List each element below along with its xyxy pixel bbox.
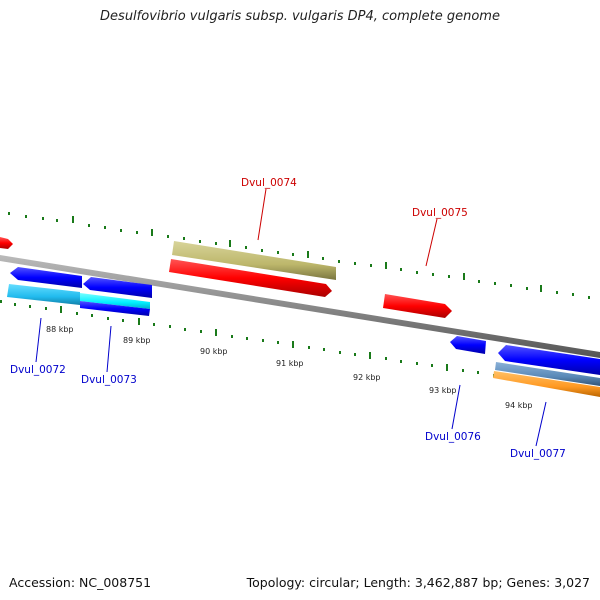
gene-dvul-0074-arrow[interactable] (169, 259, 332, 297)
gene-dvul-0077-arrow[interactable] (498, 345, 600, 375)
ruler-label-90: 90 kbp (200, 347, 228, 356)
gene-label-dvul-0077: Dvul_0077 (510, 448, 566, 460)
genome-backbone (0, 255, 600, 358)
ruler-label-89: 89 kbp (123, 336, 151, 345)
gene-label-dvul-0074: Dvul_0074 (241, 177, 297, 189)
ruler-label-88: 88 kbp (46, 325, 74, 334)
gene-dvul-0075-arrow[interactable] (383, 294, 452, 318)
outer-ruler (8, 212, 590, 299)
feature-orange[interactable] (493, 371, 600, 397)
gene-label-dvul-0072: Dvul_0072 (10, 364, 66, 376)
map-title: Desulfovibrio vulgaris subsp. vulgaris D… (100, 9, 500, 24)
genome-summary-text: Topology: circular; Length: 3,462,887 bp… (246, 575, 590, 590)
feature-cyan-2[interactable] (80, 293, 150, 309)
feature-steelblue[interactable] (495, 362, 600, 386)
gene-dvul-0076-arrow[interactable] (450, 336, 486, 354)
feature-cyan-1[interactable] (7, 284, 80, 305)
accession-text: Accession: NC_008751 (9, 575, 152, 590)
label-leaders (35, 188, 547, 447)
gene-dvul-0072-arrow[interactable] (10, 267, 82, 288)
ruler-label-93: 93 kbp (429, 386, 457, 395)
gene-label-dvul-0076: Dvul_0076 (425, 431, 481, 443)
gene-dvul-0073-arrow[interactable] (83, 277, 152, 298)
gene-label-dvul-0073: Dvul_0073 (81, 374, 137, 386)
gene-label-dvul-0075: Dvul_0075 (412, 207, 468, 219)
feature-blue-strip[interactable] (80, 301, 150, 316)
feature-khaki[interactable] (172, 241, 336, 280)
partial-gene-left[interactable] (0, 237, 13, 249)
ruler-label-94: 94 kbp (505, 401, 533, 410)
ruler-label-91: 91 kbp (276, 359, 304, 368)
ruler-label-92: 92 kbp (353, 373, 381, 382)
